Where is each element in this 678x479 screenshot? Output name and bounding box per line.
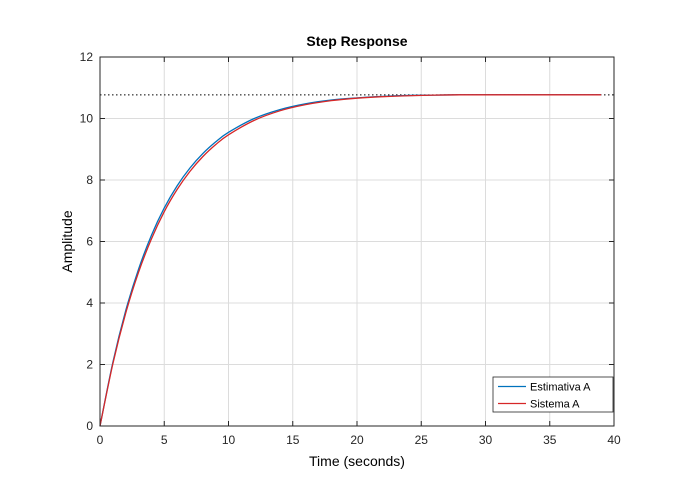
y-tick-label: 6 [86, 235, 93, 249]
tick-labels: 0 5 10 15 20 25 30 35 40 0 2 4 6 8 10 12 [80, 50, 621, 447]
y-tick-label: 8 [86, 173, 93, 187]
x-tick-label: 30 [479, 433, 493, 447]
series-layer [99, 94, 602, 427]
y-tick-label: 12 [80, 50, 94, 64]
y-tick-label: 4 [86, 296, 93, 310]
chart-title: Step Response [306, 33, 407, 49]
y-tick-label: 0 [86, 419, 93, 433]
x-tick-label: 10 [222, 433, 236, 447]
x-tick-label: 25 [415, 433, 429, 447]
x-tick-label: 20 [350, 433, 364, 447]
x-tick-label: 40 [607, 433, 621, 447]
series-sistema-a-line [99, 94, 602, 427]
y-tick-label: 2 [86, 358, 93, 372]
x-tick-label: 5 [161, 433, 168, 447]
legend-label-estimativa-a: Estimativa A [530, 382, 591, 394]
x-tick-label: 35 [543, 433, 557, 447]
legend: Estimativa A Sistema A [492, 376, 614, 413]
x-axis-title: Time (seconds) [309, 453, 405, 469]
axis-ticks [99, 56, 615, 427]
y-tick-label: 10 [80, 112, 94, 126]
x-tick-label: 15 [286, 433, 300, 447]
grid-lines [100, 57, 614, 426]
legend-box [492, 376, 614, 413]
legend-label-sistema-a: Sistema A [530, 399, 580, 411]
x-tick-label: 0 [97, 433, 104, 447]
y-axis-title: Amplitude [59, 210, 75, 272]
